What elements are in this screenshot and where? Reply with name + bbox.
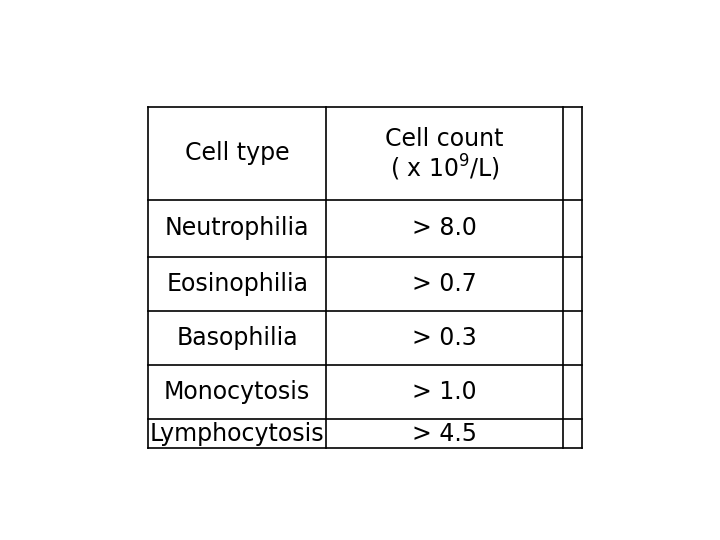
Text: Cell type: Cell type: [185, 141, 289, 165]
Text: Cell count: Cell count: [385, 127, 504, 151]
Text: Basophilia: Basophilia: [176, 326, 298, 350]
Text: Lymphocytosis: Lymphocytosis: [150, 422, 325, 446]
Text: > 0.3: > 0.3: [412, 326, 477, 350]
Text: ( x 10$^{9}$/L): ( x 10$^{9}$/L): [390, 153, 500, 183]
Text: > 0.7: > 0.7: [412, 272, 477, 296]
Text: > 1.0: > 1.0: [413, 380, 477, 404]
Text: > 8.0: > 8.0: [412, 217, 477, 240]
Text: Neutrophilia: Neutrophilia: [165, 217, 310, 240]
Text: Monocytosis: Monocytosis: [164, 380, 310, 404]
Text: Eosinophilia: Eosinophilia: [166, 272, 308, 296]
Text: > 4.5: > 4.5: [412, 422, 477, 446]
